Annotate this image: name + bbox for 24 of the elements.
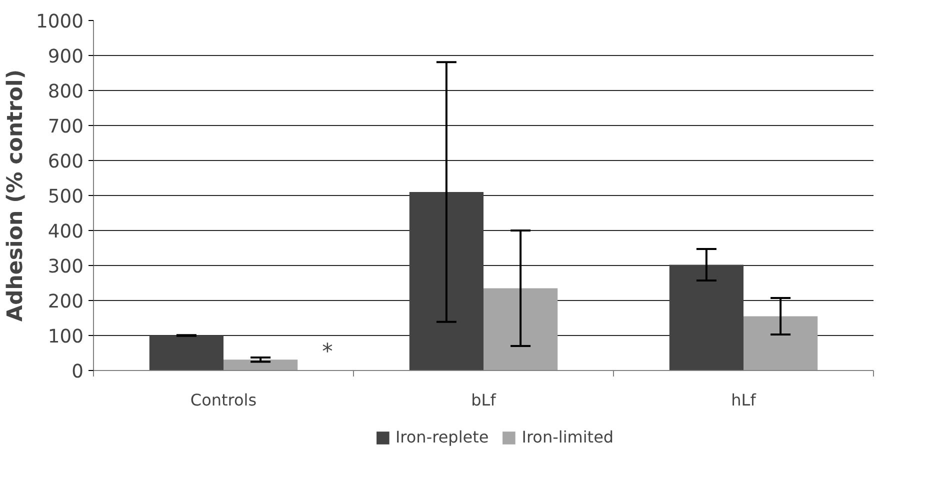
y-tick-label: 800 <box>48 82 84 102</box>
x-tick-label: Controls <box>190 390 257 410</box>
bar <box>409 192 484 370</box>
bar <box>669 264 744 370</box>
annotation: * <box>322 340 334 364</box>
y-tick-label: 900 <box>48 46 84 68</box>
x-tick-label: hLf <box>731 390 756 410</box>
legend-label: Iron-limited <box>522 428 614 446</box>
y-tick-label: 600 <box>48 152 84 172</box>
x-tick-label: bLf <box>471 390 496 410</box>
y-tick-label: 100 <box>48 326 84 348</box>
y-tick-label: 400 <box>48 222 84 242</box>
y-tick-label: 200 <box>48 292 84 312</box>
y-tick-label: 1000 <box>36 12 84 32</box>
bar <box>149 336 224 370</box>
y-tick-label: 0 <box>72 362 84 382</box>
y-tick-label: 700 <box>48 116 84 138</box>
bar <box>484 288 558 370</box>
y-axis-title: Adhesion (% control) <box>3 69 28 322</box>
bar <box>744 316 818 370</box>
bar <box>224 360 298 370</box>
y-tick-label: 300 <box>48 256 84 278</box>
legend-label: Iron-replete <box>395 428 489 446</box>
y-tick-label: 500 <box>48 186 84 208</box>
